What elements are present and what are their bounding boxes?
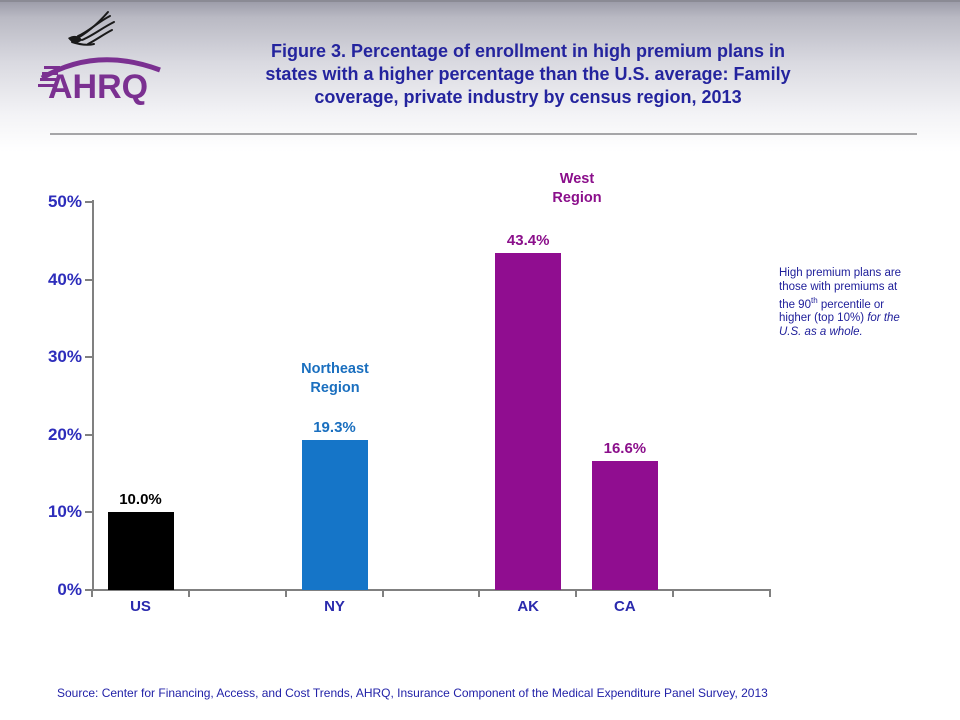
x-axis-tick [769,590,771,597]
note-high-premium-definition: High premium plans are those with premiu… [779,267,913,339]
region-label-line: Northeast [301,361,369,377]
header-band [0,0,960,152]
x-axis-label-CA: CA [614,598,636,615]
y-axis-tick-label: 0% [57,580,82,599]
bar-value-label: 19.3% [313,419,356,437]
x-axis-tick [187,590,190,597]
x-axis-tick [284,590,287,597]
bar-value-label: 10.0% [119,491,162,509]
x-axis-tick [478,590,481,597]
x-axis-tick [575,590,578,597]
title-line-3: coverage, private industry by census reg… [314,87,742,107]
region-label-northeast: Northeast Region [255,360,415,398]
title-line-2: states with a higher percentage than the… [265,64,791,84]
bar-value-label: 16.6% [603,440,647,458]
bar-US [107,512,174,590]
note-text-2: percentile or higher (top 10%) [779,298,885,325]
title-line-1: Figure 3. Percentage of enrollment in hi… [270,41,786,61]
region-label-line: Region [552,190,602,206]
bar-CA [591,461,658,590]
bar-NY [301,440,368,590]
y-axis-tick-label: 40% [47,269,82,289]
header-divider [50,133,917,135]
y-axis-tick [85,433,92,436]
y-axis-tick [85,511,92,514]
x-axis-label-NY: NY [324,598,345,615]
region-label-line: Region [310,380,360,396]
y-axis-tick [85,201,92,203]
y-axis-tick [85,356,92,359]
region-label-line: West [559,171,595,187]
ahrq-wordmark: AHRQ [38,57,161,106]
note-text: High premium plans are those with premiu… [779,267,902,311]
ahrq-logo: AHRQ [36,4,166,116]
y-axis-line [92,200,94,590]
x-axis-label-US: US [130,598,151,615]
y-axis-tick-label: 10% [47,502,82,522]
x-axis-tick [91,590,93,597]
region-label-west: West Region [497,170,657,208]
y-axis-tick [85,278,92,281]
y-axis-tick-label: 30% [47,347,82,367]
x-axis-label-AK: AK [517,598,540,615]
x-axis-tick [381,590,384,597]
bar-value-label: 43.4% [506,232,550,250]
hhs-eagle-icon [68,11,115,46]
y-axis-tick-label: 50% [47,192,82,211]
x-axis-line [92,589,771,591]
note-superscript: th [810,296,818,305]
bar-AK [495,253,562,590]
page-title: Figure 3. Percentage of enrollment in hi… [128,40,928,109]
x-axis-tick [672,590,675,597]
y-axis-tick-label: 20% [47,424,82,444]
note-text-italic: for the U.S. as a whole. [779,312,900,338]
svg-text:AHRQ: AHRQ [48,68,148,106]
y-axis-tick [85,589,92,591]
source-citation: Source: Center for Financing, Access, an… [57,686,768,700]
